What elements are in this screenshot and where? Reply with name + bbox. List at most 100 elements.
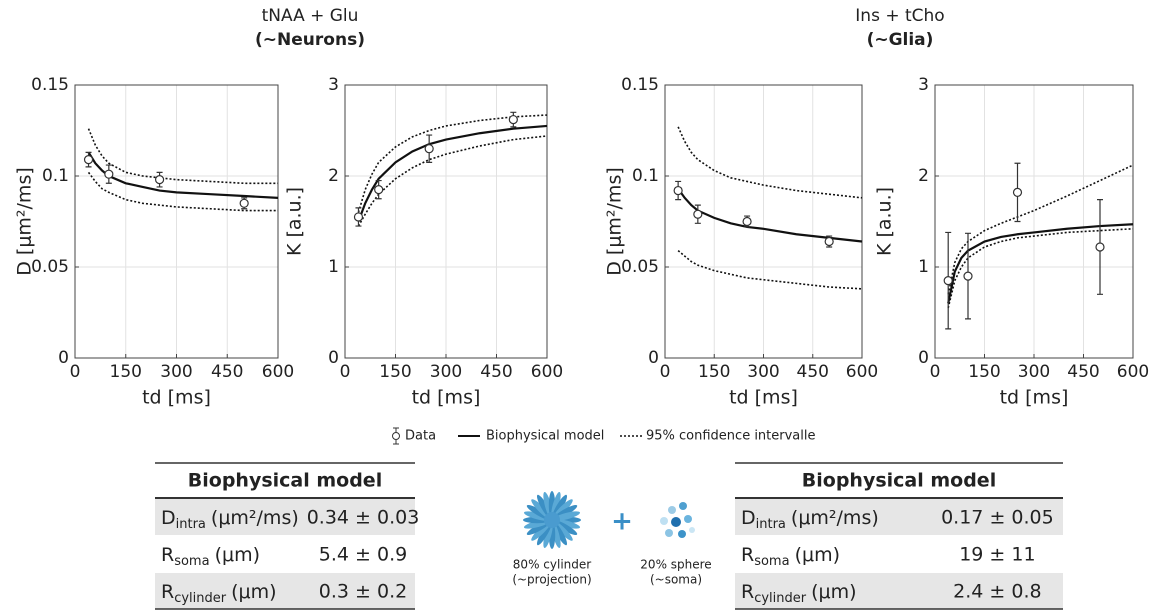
row-unit: (μm²/ms) — [791, 507, 879, 529]
row-value: 2.4 ± 0.8 — [953, 581, 1041, 603]
x-tick-label: 300 — [430, 362, 462, 382]
y-tick-label: 0.05 — [31, 257, 69, 277]
diagram-label: (~projection) — [512, 573, 591, 587]
plot-frame — [344, 84, 548, 359]
row-label: Rsoma (μm) — [741, 544, 840, 569]
ci-line — [87, 128, 278, 185]
model-line — [947, 223, 1134, 304]
row-unit: (μm²/ms) — [211, 507, 299, 529]
x-tick-label: 600 — [1117, 362, 1149, 382]
y-tick-label: 3 — [918, 75, 929, 95]
y-tick-label: 0.15 — [31, 75, 69, 95]
x-tick-label: 300 — [747, 362, 779, 382]
row-value: 19 ± 11 — [959, 544, 1035, 566]
row-symbol: R — [741, 544, 754, 566]
row-subscript: intra — [176, 517, 206, 532]
y-axis-label: D [μm²/ms] — [604, 167, 626, 276]
x-tick-label: 300 — [160, 362, 192, 382]
row-label: Rsoma (μm) — [161, 544, 260, 569]
y-axis-label: K [a.u.] — [874, 187, 896, 256]
row-label: Dintra (μm²/ms) — [161, 507, 299, 532]
data-point — [239, 198, 249, 208]
row-unit: (μm) — [811, 581, 856, 603]
row-value: 0.3 ± 0.2 — [319, 581, 407, 603]
row-label: Rcylinder (μm) — [161, 581, 277, 606]
x-tick-label: 600 — [262, 362, 294, 382]
ci-line — [947, 227, 1134, 309]
y-tick-label: 0.15 — [621, 75, 659, 95]
y-tick-label: 0 — [58, 348, 69, 368]
y-tick-label: 0 — [328, 348, 339, 368]
row-value: 0.17 ± 0.05 — [941, 507, 1054, 529]
table-row-bg — [735, 573, 1063, 609]
ci-line — [357, 114, 548, 213]
y-tick-label: 0 — [918, 348, 929, 368]
data-point — [963, 271, 973, 281]
data-point — [508, 114, 518, 125]
x-tick-label: 600 — [531, 362, 563, 382]
x-axis-label: td [ms] — [1000, 387, 1069, 409]
x-axis-label: td [ms] — [412, 387, 481, 409]
ci-line — [677, 250, 863, 290]
x-tick-label: 600 — [846, 362, 878, 382]
x-tick-label: 0 — [340, 362, 351, 382]
x-tick-label: 150 — [698, 362, 730, 382]
model-line — [357, 124, 548, 222]
ci-line — [87, 171, 278, 212]
cylinder-icon — [523, 491, 581, 549]
group-title: tNAA + Glu — [262, 6, 359, 26]
sphere-icon — [660, 502, 695, 538]
x-tick-label: 0 — [930, 362, 941, 382]
row-subscript: intra — [756, 517, 786, 532]
data-point — [1095, 242, 1105, 252]
data-point — [83, 155, 94, 165]
x-tick-label: 0 — [70, 362, 81, 382]
data-point — [673, 185, 683, 196]
model-line — [87, 151, 279, 199]
x-tick-label: 300 — [1018, 362, 1050, 382]
y-tick-label: 1 — [328, 257, 339, 277]
legend-label: 95% confidence intervalle — [646, 429, 816, 444]
row-symbol: R — [741, 581, 754, 603]
data-point — [1012, 187, 1023, 197]
y-tick-label: 0.1 — [632, 166, 659, 186]
plot-frame — [74, 84, 279, 359]
diagram-label: 20% sphere — [640, 558, 711, 572]
y-axis-label: D [μm²/ms] — [14, 167, 36, 276]
row-unit: (μm) — [795, 544, 840, 566]
row-label: Rcylinder (μm) — [741, 581, 857, 606]
row-value: 5.4 ± 0.9 — [319, 544, 407, 566]
table-title: Biophysical model — [802, 470, 996, 492]
row-symbol: R — [161, 581, 174, 603]
row-subscript: soma — [174, 554, 209, 569]
y-tick-label: 2 — [328, 166, 339, 186]
model-line — [677, 188, 863, 243]
legend-label: Data — [405, 429, 436, 444]
legend-label: Biophysical model — [486, 429, 604, 444]
row-unit: (μm) — [215, 544, 260, 566]
x-tick-label: 150 — [110, 362, 142, 382]
x-tick-label: 450 — [480, 362, 512, 382]
data-point — [742, 216, 752, 227]
row-symbol: R — [161, 544, 174, 566]
group-title: Ins + tCho — [855, 6, 944, 26]
y-tick-label: 0.1 — [42, 166, 69, 186]
table-row-bg — [155, 499, 415, 535]
x-tick-label: 0 — [660, 362, 671, 382]
y-tick-label: 0 — [648, 348, 659, 368]
y-tick-label: 2 — [918, 166, 929, 186]
cylinder-core — [544, 512, 560, 528]
y-tick-label: 1 — [918, 257, 929, 277]
row-unit: (μm) — [231, 581, 276, 603]
x-tick-label: 150 — [968, 362, 1000, 382]
x-tick-label: 450 — [797, 362, 829, 382]
data-point — [424, 144, 434, 154]
row-symbol: D — [741, 507, 756, 529]
data-point — [104, 169, 114, 179]
x-tick-label: 450 — [211, 362, 243, 382]
y-tick-label: 3 — [328, 75, 339, 95]
plus-sign: + — [611, 507, 633, 537]
x-axis-label: td [ms] — [142, 387, 211, 409]
row-label: Dintra (μm²/ms) — [741, 507, 879, 532]
data-point — [353, 212, 364, 222]
